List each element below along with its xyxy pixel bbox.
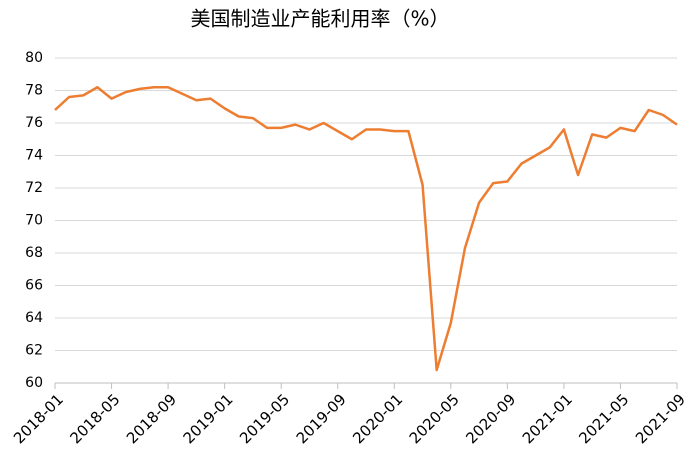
x-tick-label: 2020-01 — [349, 390, 406, 447]
y-tick-label: 80 — [25, 50, 43, 66]
x-tick-label: 2018-09 — [123, 390, 180, 447]
y-tick-label: 68 — [25, 245, 43, 261]
y-tick-label: 60 — [25, 375, 43, 391]
y-tick-label: 74 — [25, 148, 43, 164]
y-tick-label: 70 — [25, 213, 43, 229]
x-tick-label: 2020-05 — [406, 390, 463, 447]
x-tick-label: 2019-01 — [180, 390, 237, 447]
x-tick-label: 2019-05 — [236, 390, 293, 447]
y-tick-label: 76 — [25, 115, 43, 131]
y-tick-label: 66 — [25, 278, 43, 294]
x-tick-label: 2018-01 — [10, 390, 67, 447]
x-tick-label: 2021-05 — [575, 390, 632, 447]
x-tick-label: 2021-01 — [519, 390, 576, 447]
y-tick-label: 72 — [25, 180, 43, 196]
y-tick-label: 62 — [25, 343, 43, 359]
line-series — [54, 86, 678, 372]
x-tick-label: 2019-09 — [293, 390, 350, 447]
x-tick-label: 2021-09 — [632, 390, 689, 447]
y-tick-label: 64 — [25, 310, 43, 326]
x-tick-label: 2020-09 — [462, 390, 519, 447]
x-tick-label: 2018-05 — [67, 390, 124, 447]
chart-title: 美国制造业产能利用率（%） — [190, 7, 449, 31]
y-tick-label: 78 — [25, 83, 43, 99]
